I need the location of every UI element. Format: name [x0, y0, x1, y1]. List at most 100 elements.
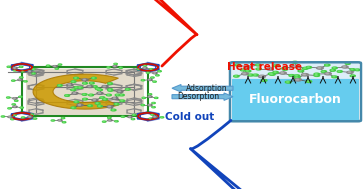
Circle shape: [79, 87, 81, 88]
Circle shape: [296, 79, 299, 80]
Circle shape: [97, 92, 103, 94]
Circle shape: [337, 71, 342, 72]
Circle shape: [242, 73, 248, 75]
Circle shape: [281, 72, 284, 73]
Circle shape: [29, 116, 31, 117]
Circle shape: [72, 89, 74, 90]
Circle shape: [98, 93, 100, 94]
Circle shape: [71, 89, 76, 91]
Circle shape: [83, 94, 85, 95]
Text: Cold out: Cold out: [165, 112, 215, 122]
Circle shape: [56, 68, 57, 69]
Circle shape: [18, 79, 22, 81]
Circle shape: [302, 67, 308, 69]
Circle shape: [270, 73, 272, 74]
Circle shape: [13, 67, 17, 69]
Circle shape: [74, 101, 79, 103]
Circle shape: [71, 107, 76, 108]
Circle shape: [65, 95, 70, 96]
Circle shape: [32, 69, 35, 70]
Circle shape: [107, 67, 110, 68]
Circle shape: [28, 116, 32, 118]
Circle shape: [109, 83, 111, 84]
Circle shape: [21, 117, 25, 118]
Circle shape: [72, 107, 74, 108]
Circle shape: [292, 61, 298, 63]
Circle shape: [149, 79, 150, 80]
Circle shape: [293, 66, 296, 67]
Circle shape: [234, 75, 239, 77]
Circle shape: [89, 94, 94, 96]
Circle shape: [83, 79, 86, 80]
Circle shape: [296, 75, 297, 76]
Circle shape: [89, 105, 91, 106]
Circle shape: [8, 108, 11, 109]
Text: Heat release: Heat release: [228, 62, 302, 72]
Circle shape: [323, 71, 324, 72]
Circle shape: [115, 121, 118, 122]
Circle shape: [13, 70, 17, 71]
Polygon shape: [33, 74, 118, 109]
Circle shape: [89, 82, 94, 84]
FancyBboxPatch shape: [26, 69, 144, 115]
Circle shape: [28, 71, 32, 72]
Circle shape: [114, 63, 117, 64]
Circle shape: [87, 86, 93, 88]
Circle shape: [257, 64, 259, 65]
Circle shape: [13, 115, 16, 116]
Circle shape: [351, 69, 353, 70]
Circle shape: [82, 79, 88, 81]
Circle shape: [108, 89, 112, 90]
Circle shape: [131, 119, 135, 120]
Circle shape: [294, 77, 300, 79]
Circle shape: [248, 74, 254, 76]
Circle shape: [120, 67, 121, 68]
Circle shape: [153, 116, 157, 118]
Circle shape: [332, 67, 337, 69]
Circle shape: [82, 94, 87, 95]
Circle shape: [9, 116, 11, 117]
Circle shape: [325, 64, 330, 66]
Circle shape: [7, 97, 10, 98]
FancyBboxPatch shape: [232, 63, 359, 80]
Circle shape: [325, 73, 331, 75]
Circle shape: [90, 94, 91, 95]
Circle shape: [314, 73, 320, 75]
Circle shape: [61, 118, 65, 119]
Circle shape: [47, 65, 48, 66]
Circle shape: [78, 87, 83, 89]
Circle shape: [154, 116, 155, 117]
Circle shape: [245, 70, 251, 72]
Circle shape: [146, 72, 150, 73]
Circle shape: [356, 69, 358, 70]
Circle shape: [154, 97, 158, 98]
Circle shape: [53, 66, 57, 67]
Circle shape: [55, 68, 59, 69]
Circle shape: [103, 86, 106, 87]
Circle shape: [303, 74, 306, 75]
Polygon shape: [172, 93, 233, 100]
Circle shape: [2, 116, 3, 117]
Circle shape: [246, 70, 248, 71]
Circle shape: [116, 94, 118, 95]
Circle shape: [338, 71, 340, 72]
Circle shape: [13, 104, 14, 105]
Circle shape: [150, 69, 153, 70]
Circle shape: [317, 67, 323, 69]
Circle shape: [246, 66, 249, 67]
Circle shape: [289, 75, 294, 76]
Circle shape: [51, 120, 55, 121]
Circle shape: [54, 66, 55, 67]
Circle shape: [149, 96, 150, 97]
Circle shape: [273, 65, 278, 67]
Circle shape: [20, 77, 23, 78]
Circle shape: [256, 64, 261, 66]
Circle shape: [113, 66, 117, 67]
Circle shape: [91, 77, 96, 79]
Circle shape: [14, 106, 15, 107]
Circle shape: [350, 75, 355, 77]
Circle shape: [149, 118, 152, 119]
Circle shape: [33, 118, 37, 119]
Text: Desorption: Desorption: [177, 92, 219, 101]
Circle shape: [347, 71, 353, 74]
